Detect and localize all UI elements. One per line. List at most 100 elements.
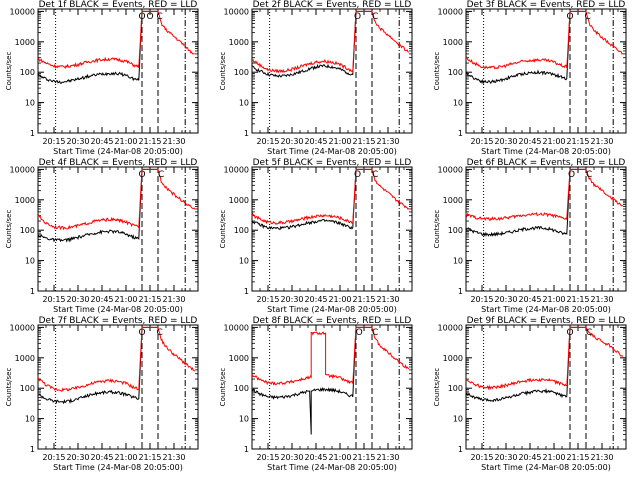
y-axis-label: Counts/sec xyxy=(219,52,227,91)
x-axis-label: Start Time (24-Mar-08 20:05:00) xyxy=(481,147,611,156)
y-tick-label: 1 xyxy=(30,287,35,296)
x-tick-label: 20:30 xyxy=(66,453,89,462)
plot-frame xyxy=(37,166,199,292)
y-axis-label: Counts/sec xyxy=(5,52,13,91)
y-tick-label: 100 xyxy=(448,384,463,393)
chart-title: Det 4f BLACK = Events, RED = LLD xyxy=(39,158,198,168)
chart-title: Det 6f BLACK = Events, RED = LLD xyxy=(467,158,626,168)
y-tick-label: 100 xyxy=(20,226,35,235)
y-tick-label: 1000 xyxy=(443,354,463,363)
x-tick-label: 21:15 xyxy=(138,137,161,146)
chart-title: Det 9f BLACK = Events, RED = LLD xyxy=(467,316,626,326)
x-tick-label: 21:15 xyxy=(138,453,161,462)
chart-title: Det 7f BLACK = Events, RED = LLD xyxy=(39,316,198,326)
series-line xyxy=(37,10,195,69)
x-tick-label: 21:00 xyxy=(114,295,137,304)
y-tick-label: 1000 xyxy=(229,196,249,205)
plot-frame xyxy=(465,324,627,450)
plot-frame xyxy=(37,324,199,450)
x-tick-label: 21:00 xyxy=(328,453,351,462)
y-tick-label: 100 xyxy=(20,384,35,393)
x-tick-label: 20:15 xyxy=(470,453,493,462)
x-tick-label: 20:15 xyxy=(42,137,65,146)
y-tick-label: 10 xyxy=(25,415,35,424)
x-tick-label: 20:30 xyxy=(494,453,517,462)
y-axis-label: Counts/sec xyxy=(5,368,13,407)
x-tick-label: 21:00 xyxy=(542,453,565,462)
chart-panel: Det 6f BLACK = Events, RED = LLD 1 10 100 10… xyxy=(433,158,627,314)
saturation-marker: O xyxy=(566,12,573,22)
x-tick-label: 21:30 xyxy=(590,453,613,462)
series-line xyxy=(37,326,158,405)
y-tick-label: 10000 xyxy=(10,165,35,174)
x-tick-label: 20:15 xyxy=(256,295,279,304)
y-tick-label: 10000 xyxy=(438,323,463,332)
chart-panel: Det 8f BLACK = Events, RED = LLD 1 10 100 10… xyxy=(219,316,413,472)
saturation-marker: C xyxy=(586,170,592,180)
y-tick-label: 100 xyxy=(234,226,249,235)
x-axis-label: Start Time (24-Mar-08 20:05:00) xyxy=(267,305,397,314)
saturation-marker: O xyxy=(354,170,361,180)
y-tick-label: 10000 xyxy=(438,7,463,16)
x-tick-label: 20:15 xyxy=(42,295,65,304)
saturation-marker: O xyxy=(356,328,363,338)
series-line xyxy=(251,168,410,226)
y-tick-label: 10 xyxy=(239,99,249,108)
plot-frame xyxy=(251,324,413,450)
series-line xyxy=(251,168,372,231)
y-tick-label: 1000 xyxy=(229,354,249,363)
y-tick-label: 10000 xyxy=(224,165,249,174)
x-tick-label: 21:00 xyxy=(114,137,137,146)
x-tick-label: 20:45 xyxy=(90,453,113,462)
y-tick-label: 1000 xyxy=(15,38,35,47)
x-tick-label: 21:00 xyxy=(114,453,137,462)
x-tick-label: 20:45 xyxy=(518,453,541,462)
y-tick-label: 1000 xyxy=(15,354,35,363)
chart-title: Det 8f BLACK = Events, RED = LLD xyxy=(253,316,412,326)
y-axis-label: Counts/sec xyxy=(433,210,441,249)
y-tick-label: 1 xyxy=(30,129,35,138)
x-tick-label: 20:15 xyxy=(256,453,279,462)
x-axis-label: Start Time (24-Mar-08 20:05:00) xyxy=(481,305,611,314)
x-tick-label: 21:15 xyxy=(352,295,375,304)
y-tick-label: 100 xyxy=(234,68,249,77)
y-tick-label: 1000 xyxy=(443,38,463,47)
chart-panel: Det 7f BLACK = Events, RED = LLD 1 10 100 10… xyxy=(5,316,199,472)
x-tick-label: 21:15 xyxy=(566,137,589,146)
x-tick-label: 21:00 xyxy=(328,295,351,304)
saturation-marker: C xyxy=(156,12,162,22)
y-axis-label: Counts/sec xyxy=(433,368,441,407)
series-line xyxy=(251,326,410,386)
saturation-marker: O xyxy=(138,328,145,338)
x-tick-label: 20:30 xyxy=(494,295,517,304)
y-tick-label: 100 xyxy=(448,226,463,235)
x-axis-label: Start Time (24-Mar-08 20:05:00) xyxy=(481,463,611,472)
y-tick-label: 10000 xyxy=(10,7,35,16)
y-tick-label: 10 xyxy=(453,99,463,108)
saturation-marker: C xyxy=(372,328,378,338)
x-tick-label: 21:15 xyxy=(566,295,589,304)
series-line xyxy=(465,10,586,85)
saturation-marker: O xyxy=(138,12,145,22)
y-tick-label: 10000 xyxy=(224,323,249,332)
series-line xyxy=(37,326,196,393)
chart-panel: Det 4f BLACK = Events, RED = LLD 1 10 100 10… xyxy=(5,158,199,314)
x-tick-label: 20:30 xyxy=(280,137,303,146)
chart-title: Det 2f BLACK = Events, RED = LLD xyxy=(253,0,412,10)
y-tick-label: 10000 xyxy=(10,323,35,332)
x-tick-label: 20:45 xyxy=(304,137,327,146)
saturation-marker: C xyxy=(584,12,590,22)
y-tick-label: 100 xyxy=(234,384,249,393)
saturation-marker: C xyxy=(586,328,592,338)
plot-frame xyxy=(465,8,627,134)
x-tick-label: 20:45 xyxy=(90,295,113,304)
x-tick-label: 20:30 xyxy=(66,137,89,146)
y-axis-label: Counts/sec xyxy=(219,368,227,407)
series-line xyxy=(37,168,196,231)
y-tick-label: 100 xyxy=(448,68,463,77)
y-tick-label: 1 xyxy=(458,129,463,138)
saturation-marker: O xyxy=(146,12,153,22)
y-tick-label: 10000 xyxy=(224,7,249,16)
x-tick-label: 21:15 xyxy=(138,295,161,304)
y-tick-label: 10 xyxy=(239,415,249,424)
